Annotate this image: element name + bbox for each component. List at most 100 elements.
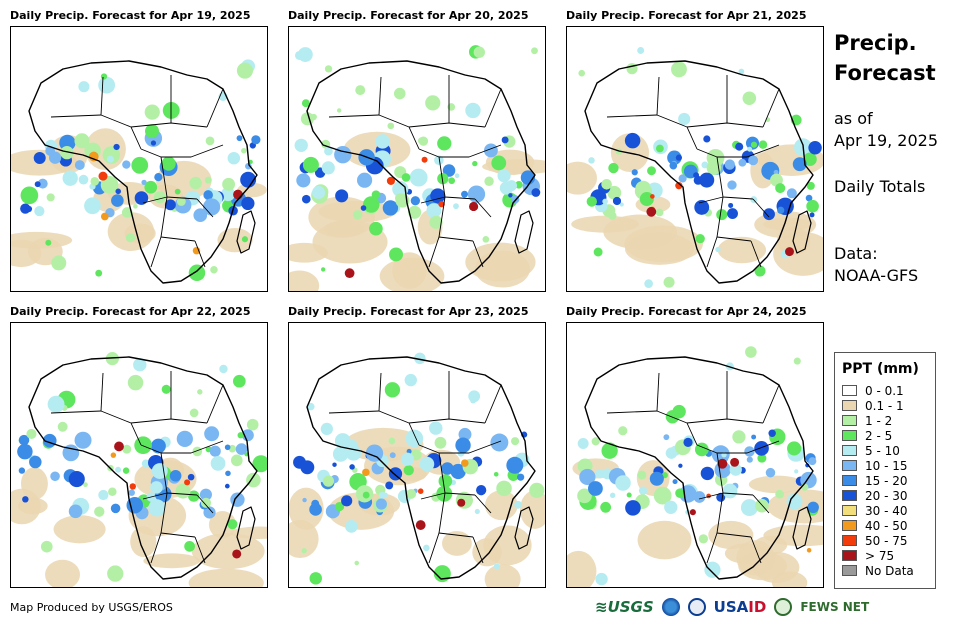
country-border [686, 122, 764, 128]
precip-cell [754, 441, 769, 456]
precip-cell [465, 102, 481, 119]
precip-cell [578, 69, 586, 77]
precip-cell [224, 444, 231, 451]
dry-area-patch [191, 533, 265, 570]
precip-cell [678, 463, 683, 468]
precip-cell [588, 481, 603, 496]
dry-area-patch [763, 217, 812, 231]
precip-cell [154, 173, 163, 182]
precip-cell [637, 470, 647, 480]
usaid-logo-b: ID [748, 598, 767, 616]
precip-cell [678, 112, 691, 126]
legend-label: 2 - 5 [865, 428, 893, 443]
precip-cell [321, 267, 326, 272]
country-border [698, 492, 724, 500]
legend-row: 10 - 15 [842, 458, 935, 473]
precip-cell [405, 429, 424, 448]
precip-cell [349, 464, 355, 470]
precip-cell [429, 215, 443, 229]
precip-cell [711, 445, 730, 464]
precip-cell [453, 203, 459, 210]
precip-cell [375, 134, 390, 149]
precip-cell [631, 169, 638, 176]
dry-area-patch [717, 236, 767, 264]
legend-label: 40 - 50 [865, 518, 908, 533]
heavy-rain-core [438, 200, 445, 208]
country-border [408, 418, 486, 424]
precip-cell [84, 197, 101, 215]
precip-cell [757, 453, 767, 463]
precip-cell [393, 87, 406, 100]
precip-cell [251, 135, 261, 145]
legend-swatch [842, 460, 857, 471]
precip-cell [57, 421, 68, 432]
precip-cell [230, 492, 245, 507]
precip-cell [122, 160, 131, 169]
country-border [150, 532, 162, 564]
forecast-map-2 [288, 26, 546, 292]
precip-cell [219, 364, 228, 374]
precip-cell [430, 188, 446, 204]
precip-cell [461, 190, 468, 198]
precip-cell [37, 178, 48, 189]
precip-cell [46, 193, 55, 202]
country-border [484, 88, 502, 128]
panel-title-2: Daily Precip. Forecast for Apr 20, 2025 [288, 9, 529, 22]
precip-cell [203, 198, 221, 216]
precip-cell [164, 199, 176, 211]
precip-cell [695, 234, 705, 244]
precip-cell [100, 176, 119, 194]
precip-cell [490, 433, 509, 452]
precip-cell [184, 540, 195, 552]
precip-cell [514, 500, 522, 509]
precip-cell [105, 352, 119, 366]
precip-cell [311, 499, 320, 508]
precip-cell [141, 459, 151, 468]
precip-cell [134, 436, 152, 455]
precip-cell [649, 471, 664, 486]
country-border [656, 372, 660, 412]
heavy-rain-core [415, 520, 426, 530]
legend-row: 50 - 75 [842, 533, 935, 548]
precip-cell [675, 488, 685, 499]
precip-cell [161, 156, 176, 171]
precip-cell [332, 446, 349, 462]
precip-cell [83, 482, 88, 488]
precip-cell [655, 144, 664, 153]
continent-outline [28, 356, 258, 580]
precip-cell [133, 357, 147, 372]
precip-cell [78, 81, 90, 93]
precip-cell [700, 466, 715, 481]
dry-area-patch [753, 535, 788, 555]
precip-cell [322, 475, 335, 487]
precip-cell [529, 482, 545, 498]
precip-cell [476, 485, 487, 496]
precip-cell [511, 437, 520, 446]
heavy-rain-core [469, 201, 479, 212]
precip-cell [345, 520, 358, 533]
precip-cell [131, 156, 149, 174]
forecast-map-5 [288, 322, 546, 588]
precip-cell [134, 191, 149, 205]
precip-cell [235, 443, 248, 455]
precip-cell [404, 373, 417, 387]
precip-cell [663, 276, 675, 288]
precip-cell [748, 155, 759, 166]
precip-cell [94, 506, 105, 517]
precip-cell [241, 147, 247, 154]
legend-swatch [842, 445, 857, 456]
precip-cell [301, 99, 310, 108]
continent-outline [584, 356, 814, 580]
precip-cell [108, 487, 117, 496]
precip-cell [169, 469, 182, 482]
precip-cell [29, 455, 42, 469]
precip-cell [22, 496, 29, 503]
precip-cell [334, 501, 345, 512]
heavy-rain-core [110, 452, 117, 458]
precip-cell [724, 159, 735, 170]
data-source: NOAA-GFS [834, 266, 919, 285]
legend-label: > 75 [865, 548, 895, 563]
madagascar-outline [792, 210, 812, 254]
precip-cell [203, 190, 213, 200]
precip-cell [409, 168, 428, 187]
